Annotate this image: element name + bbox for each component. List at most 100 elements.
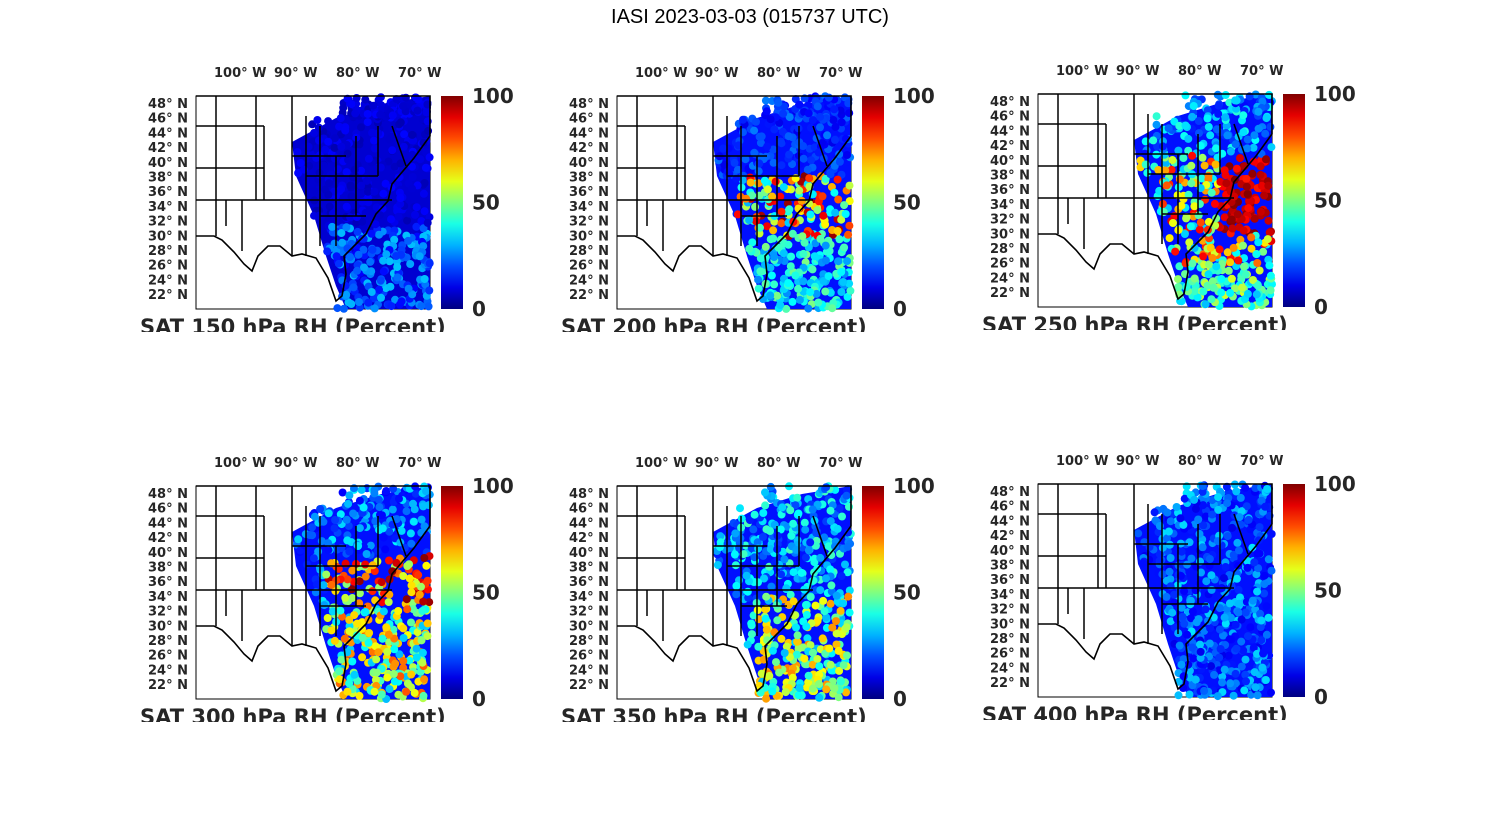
rh-dot bbox=[337, 185, 345, 194]
panel-title: SAT 400 hPa RH (Percent) bbox=[982, 703, 1288, 720]
rh-dot bbox=[1154, 528, 1163, 537]
rh-dot bbox=[1227, 274, 1236, 283]
rh-dot bbox=[343, 244, 352, 253]
rh-dot bbox=[1249, 157, 1258, 166]
rh-dot bbox=[795, 295, 804, 304]
rh-dot bbox=[337, 229, 346, 237]
rh-dot bbox=[1152, 112, 1161, 121]
rh-dot bbox=[1220, 213, 1229, 222]
rh-dot bbox=[325, 179, 334, 188]
rh-dot bbox=[1260, 191, 1269, 200]
rh-dot bbox=[403, 562, 412, 570]
rh-dot bbox=[409, 605, 417, 614]
rh-dot bbox=[327, 580, 336, 589]
rh-dot bbox=[1231, 140, 1240, 149]
rh-dot bbox=[784, 279, 793, 287]
rh-dot bbox=[827, 551, 836, 560]
longitude-tick-label: 90° W bbox=[695, 456, 738, 471]
rh-dot bbox=[815, 662, 824, 671]
rh-dot bbox=[1189, 654, 1198, 663]
rh-dot bbox=[765, 671, 774, 680]
rh-dot bbox=[1194, 117, 1203, 125]
rh-dot bbox=[1201, 512, 1210, 521]
rh-dot bbox=[394, 607, 403, 615]
colorbar bbox=[862, 96, 884, 309]
rh-dot bbox=[1220, 613, 1229, 622]
rh-dot bbox=[776, 525, 785, 534]
rh-dot bbox=[323, 614, 332, 622]
rh-dot bbox=[1219, 631, 1227, 640]
rh-dot bbox=[1250, 214, 1259, 223]
rh-dot bbox=[799, 154, 808, 163]
rh-dot bbox=[1253, 691, 1262, 700]
rh-dot bbox=[846, 286, 855, 295]
rh-dot bbox=[1208, 254, 1217, 262]
rh-dot bbox=[388, 146, 397, 155]
rh-dot bbox=[386, 282, 395, 291]
rh-dot bbox=[739, 128, 747, 137]
latitude-tick-label: 36° N bbox=[569, 185, 609, 200]
rh-dot bbox=[332, 252, 341, 261]
latitude-tick-label: 30° N bbox=[148, 619, 188, 634]
rh-dot bbox=[296, 159, 305, 167]
rh-dot bbox=[822, 483, 831, 492]
rh-dot bbox=[1218, 678, 1227, 687]
rh-dot bbox=[381, 545, 390, 554]
rh-dot bbox=[1154, 166, 1163, 174]
rh-dot bbox=[1203, 114, 1212, 123]
rh-dot bbox=[786, 506, 795, 515]
rh-dot bbox=[1210, 199, 1219, 208]
longitude-tick-label: 100° W bbox=[1056, 64, 1109, 79]
rh-dot bbox=[1249, 143, 1258, 152]
rh-dot bbox=[1243, 190, 1252, 198]
rh-dot bbox=[782, 584, 791, 593]
state-boundary bbox=[1233, 123, 1249, 165]
rh-dot bbox=[845, 221, 854, 230]
rh-dot bbox=[337, 142, 346, 151]
rh-dot bbox=[392, 252, 401, 260]
rh-dot bbox=[1237, 283, 1246, 292]
rh-dot bbox=[1214, 505, 1223, 514]
rh-dot bbox=[1234, 608, 1243, 617]
rh-dot bbox=[768, 192, 777, 201]
rh-dot bbox=[400, 130, 409, 139]
rh-dot bbox=[396, 200, 405, 208]
rh-dot bbox=[396, 159, 405, 168]
latitude-tick-label: 44° N bbox=[569, 516, 609, 531]
rh-dot bbox=[390, 677, 399, 686]
rh-dot bbox=[821, 241, 830, 250]
rh-dot bbox=[1221, 563, 1230, 571]
rh-dot bbox=[789, 597, 798, 606]
rh-dot bbox=[835, 235, 844, 244]
rh-dot bbox=[423, 619, 432, 628]
map-panel: 100° W 90° W 80° W 70° W 48° N 46° N 44° N 42° … bbox=[561, 452, 941, 722]
rh-dot bbox=[832, 629, 841, 638]
rh-dot bbox=[733, 165, 742, 174]
rh-dot bbox=[1260, 571, 1269, 580]
rh-observations bbox=[714, 92, 855, 313]
rh-dot bbox=[1198, 487, 1207, 496]
map-area bbox=[195, 93, 434, 313]
longitude-tick-label: 100° W bbox=[635, 66, 688, 81]
rh-dot bbox=[364, 638, 373, 647]
rh-dot bbox=[1180, 230, 1189, 238]
rh-dot bbox=[1186, 222, 1195, 231]
rh-dot bbox=[419, 691, 428, 700]
rh-dot bbox=[781, 688, 790, 697]
rh-dot bbox=[353, 266, 362, 275]
rh-dot bbox=[799, 142, 807, 150]
rh-dot bbox=[1228, 224, 1237, 233]
colorbar-tick-label: 50 bbox=[472, 191, 500, 215]
rh-dot bbox=[419, 242, 428, 251]
rh-dot bbox=[838, 512, 846, 521]
rh-dot bbox=[806, 210, 815, 219]
rh-dot bbox=[314, 547, 323, 556]
rh-dot bbox=[1227, 215, 1236, 224]
rh-dot bbox=[763, 142, 772, 151]
rh-dot bbox=[1162, 592, 1171, 601]
rh-dot bbox=[424, 302, 433, 311]
panel-title: SAT 300 hPa RH (Percent) bbox=[140, 705, 446, 722]
rh-dot bbox=[1182, 214, 1191, 223]
rh-dot bbox=[372, 668, 381, 677]
rh-dot bbox=[315, 211, 323, 220]
